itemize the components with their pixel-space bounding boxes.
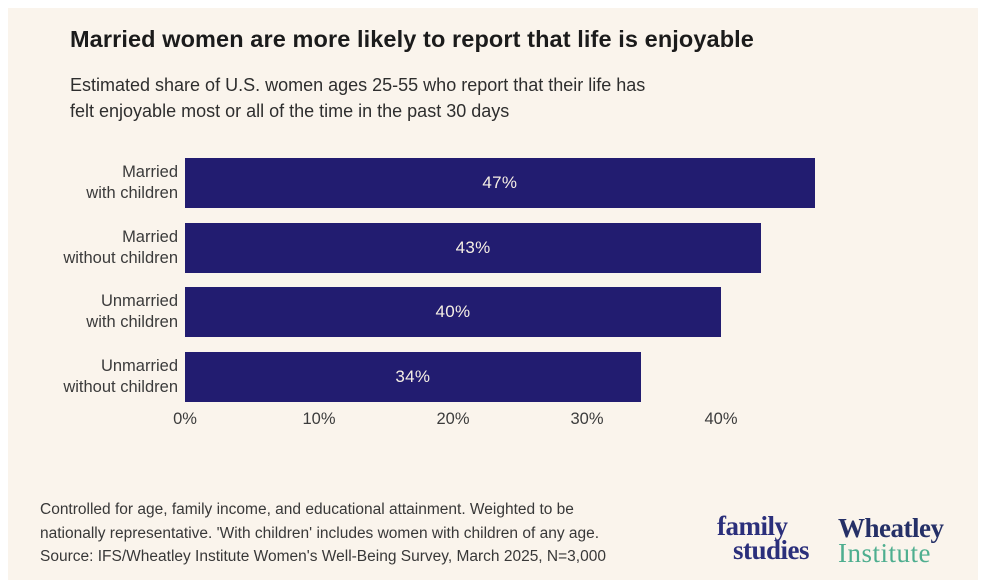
- chart-subtitle-line1: Estimated share of U.S. women ages 25-55…: [70, 75, 646, 95]
- chart-subtitle: Estimated share of U.S. women ages 25-55…: [70, 72, 810, 124]
- bar-row: Married with children 47%: [0, 158, 986, 208]
- x-axis-tick-label: 40%: [704, 410, 738, 428]
- chart-title: Married women are more likely to report …: [70, 26, 754, 52]
- bar-value-label: 34%: [395, 366, 431, 386]
- bar-row: Married without children 43%: [0, 222, 986, 273]
- bar: 47%: [185, 158, 815, 208]
- bar: 43%: [185, 222, 762, 273]
- bar-row: Unmarried without children 34%: [0, 351, 986, 402]
- bar-chart-plot-area: Married with children 47% Married without …: [0, 158, 986, 416]
- category-label: Married with children: [86, 163, 178, 202]
- wheatley-institute-logo-line1: Wheatley: [838, 513, 944, 543]
- bar-track: 43%: [185, 222, 855, 273]
- category-label: Unmarried without children: [63, 356, 178, 396]
- bar: 40%: [185, 287, 721, 337]
- bar-row: Unmarried with children 40%: [0, 287, 986, 337]
- x-axis: 0% 10% 20% 30% 40%: [173, 410, 855, 434]
- x-axis-tick-label: 30%: [570, 410, 604, 428]
- wheatley-institute-logo: Wheatley Institute: [838, 513, 944, 568]
- x-axis-tick-label: 0%: [173, 410, 197, 428]
- family-studies-logo-line1: family: [717, 511, 788, 541]
- x-axis-tick-label: 10%: [302, 410, 336, 428]
- source-footnote: Controlled for age, family income, and e…: [40, 498, 705, 569]
- category-label: Married without children: [63, 227, 178, 267]
- bar-value-label: 47%: [482, 173, 518, 192]
- bar-value-label: 40%: [435, 302, 471, 321]
- footnote-line2: nationally representative. 'With childre…: [40, 524, 600, 542]
- bar-track: 47%: [185, 158, 855, 208]
- category-label: Unmarried with children: [86, 292, 178, 331]
- family-studies-logo-line2: studies: [733, 535, 810, 565]
- footnote-line3: Source: IFS/Wheatley Institute Women's W…: [40, 548, 606, 565]
- bar-value-label: 43%: [455, 237, 491, 257]
- family-studies-logo: family studies: [717, 511, 810, 565]
- chart-subtitle-line2: felt enjoyable most or all of the time i…: [70, 101, 510, 121]
- bar-track: 40%: [185, 287, 855, 337]
- bar: 34%: [185, 351, 641, 402]
- x-axis-tick-label: 20%: [436, 410, 470, 428]
- wheatley-institute-logo-line2: Institute: [838, 538, 931, 568]
- footnote-line1: Controlled for age, family income, and e…: [40, 501, 574, 518]
- bar-track: 34%: [185, 351, 855, 402]
